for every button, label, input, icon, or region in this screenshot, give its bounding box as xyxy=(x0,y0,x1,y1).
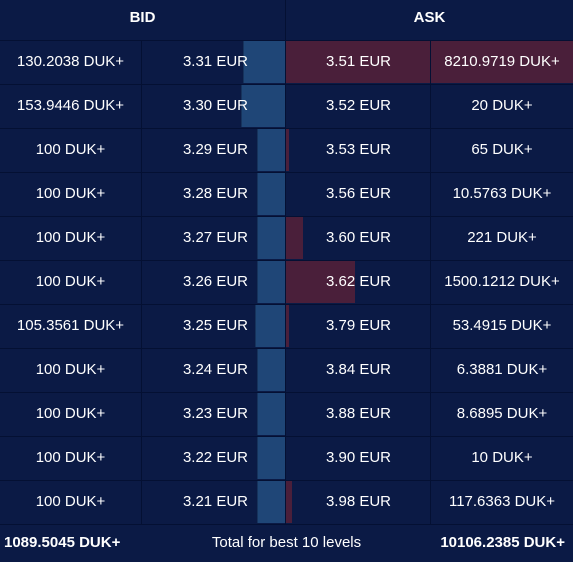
ask-depth-bar xyxy=(286,305,289,347)
row-divider xyxy=(0,436,573,437)
ask-quantity: 53.4915 DUK+ xyxy=(452,317,552,334)
bid-depth-bar xyxy=(241,85,286,127)
bid-quantity: 100 DUK+ xyxy=(35,405,106,422)
ask-quantity: 117.6363 DUK+ xyxy=(448,493,556,510)
column-divider xyxy=(430,40,431,524)
row-divider xyxy=(0,40,573,41)
table-row[interactable]: 100 DUK+ 3.23 EUR 3.88 EUR 8.6895 DUK+ xyxy=(0,392,573,436)
ask-price: 3.84 EUR xyxy=(325,361,392,378)
bid-quantity: 100 DUK+ xyxy=(35,229,106,246)
ask-depth-bar xyxy=(286,129,289,171)
bid-depth-bar xyxy=(257,349,286,391)
ask-price: 3.53 EUR xyxy=(325,141,392,158)
bid-price: 3.31 EUR xyxy=(182,53,248,70)
bid-depth-bar xyxy=(243,41,286,83)
bid-quantity: 100 DUK+ xyxy=(35,493,106,510)
bid-price: 3.29 EUR xyxy=(182,141,248,158)
ask-price: 3.51 EUR xyxy=(325,53,392,70)
bid-price: 3.22 EUR xyxy=(182,449,248,466)
table-row[interactable]: 130.2038 DUK+ 3.31 EUR 3.51 EUR 8210.9719 D… xyxy=(0,40,573,84)
ask-quantity: 221 DUK+ xyxy=(467,229,537,246)
row-divider xyxy=(0,524,573,525)
ask-quantity: 1500.1212 DUK+ xyxy=(444,273,560,290)
bid-depth-bar xyxy=(257,481,286,523)
bid-depth-bar xyxy=(257,261,286,303)
ask-quantity: 10 DUK+ xyxy=(471,449,533,466)
bid-quantity: 100 DUK+ xyxy=(35,361,106,378)
bid-quantity: 100 DUK+ xyxy=(35,449,106,466)
table-row[interactable]: 153.9446 DUK+ 3.30 EUR 3.52 EUR 20 DUK+ xyxy=(0,84,573,128)
ask-quantity: 8.6895 DUK+ xyxy=(456,405,548,422)
table-row[interactable]: 100 DUK+ 3.28 EUR 3.56 EUR 10.5763 DUK+ xyxy=(0,172,573,216)
bid-depth-bar xyxy=(257,129,286,171)
table-row[interactable]: 100 DUK+ 3.26 EUR 3.62 EUR 1500.1212 DUK+ xyxy=(0,260,573,304)
bid-total: 1089.5045 DUK+ xyxy=(4,534,121,551)
ask-quantity: 65 DUK+ xyxy=(471,141,533,158)
bid-quantity: 100 DUK+ xyxy=(35,185,106,202)
bid-quantity: 130.2038 DUK+ xyxy=(16,53,125,70)
row-divider xyxy=(0,172,573,173)
ask-price: 3.79 EUR xyxy=(325,317,392,334)
bid-price: 3.28 EUR xyxy=(182,185,248,202)
bid-price: 3.24 EUR xyxy=(182,361,248,378)
bid-quantity: 100 DUK+ xyxy=(35,141,106,158)
ask-price: 3.56 EUR xyxy=(325,185,392,202)
row-divider xyxy=(0,304,573,305)
ask-quantity: 20 DUK+ xyxy=(471,97,533,114)
ask-price: 3.98 EUR xyxy=(325,493,392,510)
bid-depth-bar xyxy=(255,305,286,347)
ask-price: 3.88 EUR xyxy=(325,405,392,422)
ask-quantity: 8210.9719 DUK+ xyxy=(444,53,560,70)
bid-price: 3.30 EUR xyxy=(182,97,248,114)
table-row[interactable]: 100 DUK+ 3.21 EUR 3.98 EUR 117.6363 DUK+ xyxy=(0,480,573,524)
row-divider xyxy=(0,392,573,393)
bid-quantity: 105.3561 DUK+ xyxy=(16,317,125,334)
bid-depth-bar xyxy=(257,393,286,435)
row-divider xyxy=(0,348,573,349)
ask-header: ASK xyxy=(413,9,446,26)
bid-depth-bar xyxy=(257,173,286,215)
ask-price: 3.62 EUR xyxy=(325,273,392,290)
bid-price: 3.27 EUR xyxy=(182,229,248,246)
table-row[interactable]: 100 DUK+ 3.22 EUR 3.90 EUR 10 DUK+ xyxy=(0,436,573,480)
bid-quantity: 100 DUK+ xyxy=(35,273,106,290)
row-divider xyxy=(0,480,573,481)
table-row[interactable]: 100 DUK+ 3.27 EUR 3.60 EUR 221 DUK+ xyxy=(0,216,573,260)
bid-price: 3.25 EUR xyxy=(182,317,248,334)
column-divider xyxy=(285,0,286,40)
row-divider xyxy=(0,260,573,261)
row-divider xyxy=(0,84,573,85)
ask-depth-bar xyxy=(286,261,355,303)
bid-header: BID xyxy=(129,9,156,26)
ask-price: 3.52 EUR xyxy=(325,97,392,114)
row-divider xyxy=(0,128,573,129)
ask-quantity: 6.3881 DUK+ xyxy=(456,361,548,378)
bid-depth-bar xyxy=(257,217,286,259)
bid-depth-bar xyxy=(257,437,286,479)
bid-price: 3.21 EUR xyxy=(182,493,248,510)
ask-depth-bar xyxy=(286,217,303,259)
table-row[interactable]: 105.3561 DUK+ 3.25 EUR 3.79 EUR 53.4915 DUK… xyxy=(0,304,573,348)
ask-price: 3.60 EUR xyxy=(325,229,392,246)
table-row[interactable]: 100 DUK+ 3.24 EUR 3.84 EUR 6.3881 DUK+ xyxy=(0,348,573,392)
ask-price: 3.90 EUR xyxy=(325,449,392,466)
row-divider xyxy=(0,216,573,217)
bid-quantity: 153.9446 DUK+ xyxy=(16,97,125,114)
ask-quantity: 10.5763 DUK+ xyxy=(452,185,552,202)
ask-depth-bar xyxy=(286,41,573,83)
bid-price: 3.23 EUR xyxy=(182,405,248,422)
table-row[interactable]: 100 DUK+ 3.29 EUR 3.53 EUR 65 DUK+ xyxy=(0,128,573,172)
ask-depth-bar xyxy=(286,481,292,523)
column-divider xyxy=(141,40,142,524)
ask-total: 10106.2385 DUK+ xyxy=(440,534,565,551)
column-divider xyxy=(285,40,286,524)
totals-label: Total for best 10 levels xyxy=(211,534,362,551)
bid-price: 3.26 EUR xyxy=(182,273,248,290)
totals-row: 1089.5045 DUK+ Total for best 10 levels … xyxy=(0,524,573,559)
